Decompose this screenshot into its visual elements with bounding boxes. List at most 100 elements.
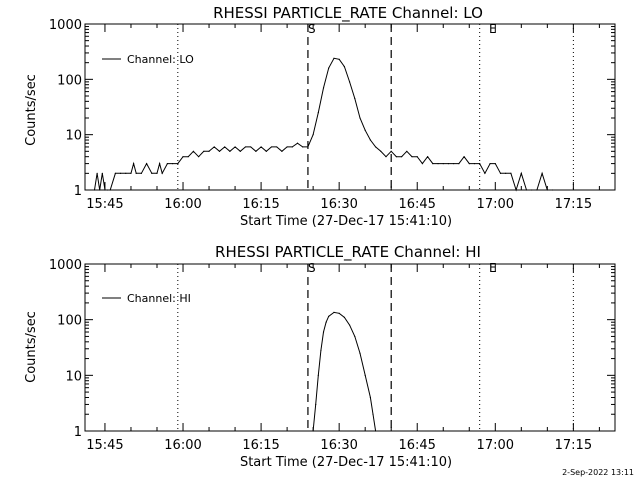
top-x-axis-label: Start Time (27-Dec-17 15:41:10) <box>240 214 452 229</box>
bottom-x-axis-label: Start Time (27-Dec-17 15:41:10) <box>240 455 452 470</box>
top-data-point <box>109 189 111 191</box>
top-data-point <box>322 87 325 89</box>
top-data-point <box>343 65 345 68</box>
top-data-point <box>145 162 148 165</box>
top-y-axis-label: Counts/sec <box>24 74 39 146</box>
top-data-point <box>213 146 215 148</box>
top-data-point <box>395 156 398 158</box>
top-data-point <box>255 150 257 152</box>
top-data-point <box>458 162 460 165</box>
top-data-point <box>101 172 103 174</box>
top-x-tick-label-3: 16:30 <box>320 197 357 212</box>
top-data-point <box>489 162 491 165</box>
top-data-point <box>385 156 387 158</box>
top-data-point <box>427 156 429 158</box>
bottom-x-tick-label-0: 15:45 <box>86 438 123 453</box>
top-data-point <box>531 189 533 191</box>
top-data-point <box>359 117 361 119</box>
bottom-data-point <box>328 315 330 317</box>
bottom-data-point <box>333 311 335 314</box>
top-data-point <box>135 172 137 174</box>
top-legend-label: Channel: LO <box>127 53 194 66</box>
top-data-point <box>96 172 98 174</box>
top-data-point <box>265 150 267 152</box>
top-data-point <box>333 57 335 59</box>
top-x-tick-label-4: 16:45 <box>398 197 435 212</box>
top-data-point <box>307 146 309 148</box>
top-plot-frame <box>84 23 616 191</box>
top-data-point <box>114 172 116 174</box>
top-data-point <box>416 156 418 158</box>
top-data-point <box>453 162 455 165</box>
bottom-data-point <box>312 430 314 432</box>
top-data-point <box>447 162 450 165</box>
top-data-point <box>437 162 439 165</box>
top-data-point <box>208 150 210 152</box>
top-data-point <box>125 172 127 174</box>
top-data-point <box>463 156 465 158</box>
top-chart-title: RHESSI PARTICLE_RATE Channel: LO <box>213 4 483 23</box>
top-data-point <box>93 189 96 191</box>
bottom-y-axis-label: Counts/sec <box>24 311 39 383</box>
top-data-point <box>132 162 135 165</box>
top-x-tick-label-5: 17:00 <box>477 197 514 212</box>
bottom-end-marker: E <box>489 261 497 275</box>
bottom-x-tick-label-2: 16:15 <box>242 438 279 453</box>
top-data-point <box>270 146 273 148</box>
top-data-point <box>421 162 424 165</box>
top-data-point <box>130 172 132 174</box>
top-data-point <box>510 172 512 174</box>
top-data-point <box>260 146 262 148</box>
top-x-tick-label-1: 16:00 <box>164 197 201 212</box>
top-data-point <box>484 172 486 174</box>
top-data-point <box>276 146 278 148</box>
top-data-point <box>218 150 221 152</box>
top-data-point <box>192 150 195 152</box>
bottom-legend-label: Channel: HI <box>127 292 191 305</box>
bottom-x-tick-label-4: 16:45 <box>398 438 435 453</box>
top-data-point <box>203 150 205 152</box>
bottom-panel: 15:45 16:00 16:15 16:30 16:45 17:00 17:15 1 10 10… <box>49 258 616 453</box>
top-x-tick-label-2: 16:15 <box>242 197 279 212</box>
top-data-point <box>546 189 548 191</box>
top-data-point <box>161 172 163 174</box>
bottom-data-point <box>372 413 374 415</box>
bottom-y-tick-label-1: 10 <box>65 369 82 384</box>
top-data-point <box>151 172 153 174</box>
top-data-point <box>312 134 314 136</box>
top-data-point <box>106 189 109 191</box>
bottom-chart-title: RHESSI PARTICLE_RATE Channel: HI <box>215 243 481 262</box>
top-x-tick-label-6: 17:15 <box>555 197 592 212</box>
top-panel: 15:45 16:00 16:15 16:30 16:45 17:00 17:15 1 10 10… <box>49 18 616 212</box>
bottom-data-point <box>348 324 351 326</box>
top-data-point <box>525 189 528 191</box>
top-data-point <box>348 81 351 83</box>
bottom-x-tick-label-3: 16:30 <box>320 438 357 453</box>
top-data-point <box>166 162 169 165</box>
top-data-point <box>364 129 366 131</box>
top-y-tick-label-1: 10 <box>65 129 82 144</box>
top-data-point <box>369 139 371 141</box>
top-data-point <box>244 146 247 148</box>
top-data-point <box>224 146 226 148</box>
top-data-point <box>229 150 231 152</box>
top-y-tick-label-0: 1 <box>74 184 82 199</box>
top-data-point <box>536 189 538 191</box>
top-data-point <box>198 156 200 158</box>
bottom-x-tick-label-6: 17:15 <box>555 438 592 453</box>
top-data-point <box>156 172 158 174</box>
bottom-y-tick-label-0: 1 <box>74 425 82 440</box>
top-data-point <box>473 162 476 165</box>
bottom-data-point <box>322 331 325 333</box>
top-data-point <box>239 150 241 152</box>
top-data-point <box>99 189 101 191</box>
top-data-point <box>479 162 481 165</box>
top-data-point <box>250 146 252 148</box>
top-start-marker: S <box>308 22 316 36</box>
top-data-point <box>505 172 507 174</box>
bottom-data-point <box>315 403 317 406</box>
top-data-point <box>286 146 288 148</box>
date-stamp: 2-Sep-2022 13:11 <box>562 468 634 477</box>
top-data-point <box>187 156 189 158</box>
